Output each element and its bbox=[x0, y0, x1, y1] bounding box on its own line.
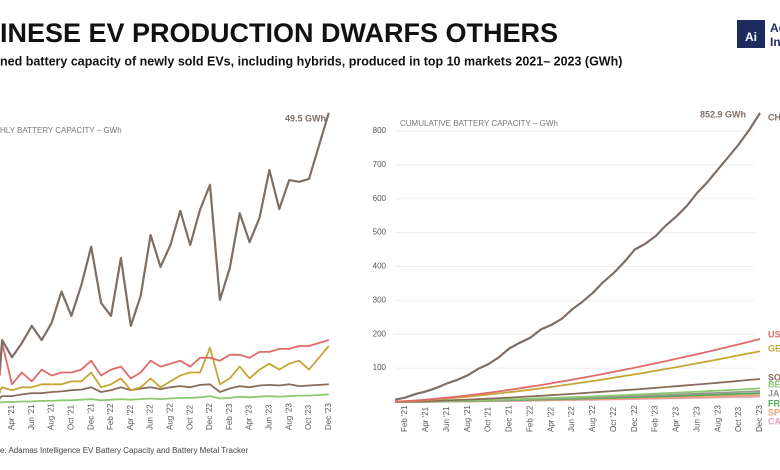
series-line bbox=[394, 112, 761, 401]
chart-title: HLY BATTERY CAPACITY – GWh bbox=[0, 126, 122, 135]
x-tick-label: Aug '21 bbox=[463, 405, 472, 432]
logo-box bbox=[737, 20, 765, 48]
x-tick-label: Jun '23 bbox=[692, 406, 701, 432]
x-tick-label: Feb '22 bbox=[106, 403, 115, 430]
x-tick-label: Oct '23 bbox=[734, 406, 743, 432]
y-tick-label: 100 bbox=[373, 363, 387, 372]
y-tick-label: 200 bbox=[373, 329, 387, 338]
annotation: 49.5 GWh bbox=[285, 113, 326, 123]
x-tick-label: Oct '21 bbox=[67, 404, 76, 430]
series-line bbox=[0, 345, 330, 394]
logo-mark: Ai bbox=[745, 30, 757, 44]
series-line bbox=[394, 378, 761, 403]
chart-title: CUMULATIVE BATTERY CAPACITY – GWh bbox=[400, 119, 558, 128]
legend-label: FR bbox=[768, 398, 780, 408]
x-tick-label: Apr '22 bbox=[126, 404, 135, 430]
x-tick-label: Oct '22 bbox=[185, 404, 194, 430]
x-tick-label: Apr '23 bbox=[245, 404, 254, 430]
x-tick-label: Dec '23 bbox=[755, 405, 764, 432]
x-tick-label: Aug '22 bbox=[166, 403, 175, 430]
y-tick-label: 500 bbox=[373, 228, 387, 237]
title: INESE EV PRODUCTION DWARFS OTHERS bbox=[0, 18, 558, 48]
x-tick-label: Oct '21 bbox=[484, 406, 493, 432]
legend-label: US bbox=[768, 329, 780, 339]
series-line bbox=[394, 338, 761, 403]
x-tick-label: Dec '21 bbox=[505, 405, 514, 432]
y-tick-label: 400 bbox=[373, 262, 387, 271]
series-line bbox=[0, 112, 330, 371]
x-tick-label: Jun '23 bbox=[265, 404, 274, 430]
x-tick-label: Feb '21 bbox=[400, 405, 409, 432]
x-tick-label: Aug '21 bbox=[47, 403, 56, 430]
legend-label: SP bbox=[768, 407, 780, 417]
series-line bbox=[0, 393, 329, 404]
x-tick-label: Feb '22 bbox=[525, 405, 534, 432]
subtitle: ned battery capacity of newly sold EVs, … bbox=[0, 54, 622, 68]
legend-label: GE bbox=[768, 343, 780, 353]
series-line bbox=[394, 350, 761, 403]
x-tick-label: Jun '21 bbox=[27, 404, 36, 430]
legend-label: BE bbox=[768, 379, 780, 389]
series-line bbox=[0, 339, 330, 386]
source: e: Adamas Intelligence EV Battery Capaci… bbox=[0, 446, 248, 455]
y-tick-label: 800 bbox=[373, 126, 387, 135]
legend-label: CH bbox=[768, 112, 780, 122]
x-tick-label: Dec '22 bbox=[630, 405, 639, 432]
x-tick-label: Feb '23 bbox=[225, 403, 234, 430]
legend-label: SO bbox=[768, 372, 780, 382]
logo-text: Ac bbox=[770, 21, 780, 35]
x-tick-label: Apr '21 bbox=[421, 406, 430, 432]
x-tick-label: Apr '21 bbox=[7, 404, 16, 430]
x-tick-label: Aug '23 bbox=[713, 405, 722, 432]
legend-label: CA bbox=[768, 416, 780, 426]
x-tick-label: Aug '23 bbox=[284, 403, 293, 430]
x-tick-label: Dec '21 bbox=[86, 403, 95, 430]
x-tick-label: Apr '22 bbox=[546, 406, 555, 432]
x-tick-label: Jun '21 bbox=[442, 406, 451, 432]
y-tick-label: 700 bbox=[373, 160, 387, 169]
x-tick-label: Apr '23 bbox=[672, 406, 681, 432]
legend-label: JA bbox=[768, 388, 780, 398]
annotation: 852.9 GWh bbox=[700, 109, 746, 119]
x-tick-label: Feb '23 bbox=[651, 405, 660, 432]
series-line bbox=[0, 383, 329, 400]
y-tick-label: 600 bbox=[373, 194, 387, 203]
x-tick-label: Aug '22 bbox=[588, 405, 597, 432]
logo-text: In bbox=[770, 35, 780, 49]
x-tick-label: Dec '22 bbox=[205, 403, 214, 430]
x-tick-label: Jun '22 bbox=[146, 404, 155, 430]
x-tick-label: Jun '22 bbox=[567, 406, 576, 432]
x-tick-label: Dec '23 bbox=[324, 403, 333, 430]
y-tick-label: 300 bbox=[373, 295, 387, 304]
x-tick-label: Oct '22 bbox=[609, 406, 618, 432]
x-tick-label: Oct '23 bbox=[304, 404, 313, 430]
